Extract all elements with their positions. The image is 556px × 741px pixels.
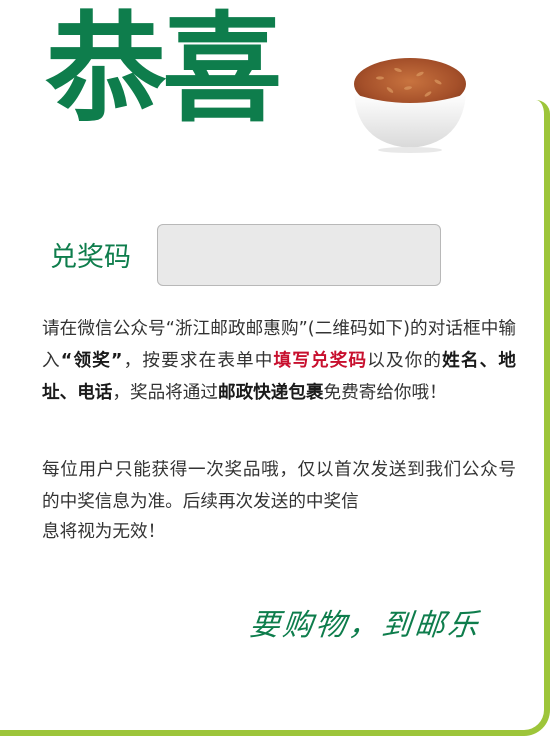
rules-text-2: 息将视为无效！	[42, 522, 166, 542]
instructions-text-5: 免费寄给你哦！	[323, 383, 447, 403]
redeem-code-input[interactable]	[157, 224, 441, 286]
instructions-text-2: ，按要求在表单中	[122, 351, 274, 371]
headline-congrats: 恭喜	[45, 0, 283, 138]
required-fields-highlight: 姓名、地址、电话	[42, 351, 516, 403]
redeem-code-label: 兑奖码	[50, 242, 131, 273]
rules-text-1: 每位用户只能获得一次奖品哦，仅以首次发送到我们公众号的中奖信息为准。后续再次发送…	[42, 460, 516, 512]
instructions-text-3: 以及你的	[367, 351, 443, 371]
card-frame	[0, 100, 550, 736]
fill-code-highlight: 填写兑奖码	[273, 351, 368, 371]
instructions-paragraph: 请在微信公众号“浙江邮政邮惠购”(二维码如下)的对话框中输入“领奖”，按要求在表…	[42, 313, 516, 409]
rules-paragraph: 每位用户只能获得一次奖品哦，仅以首次发送到我们公众号的中奖信息为准。后续再次发送…	[42, 454, 516, 518]
rice-bowl-image	[354, 58, 466, 153]
instructions-text-4: ，奖品将通过	[112, 383, 218, 403]
brand-slogan: 要购物，到邮乐	[247, 608, 483, 643]
instructions-text-1: 请在微信公众号“浙江邮政邮惠购”(二维码如下)的对话框中输入	[42, 319, 516, 371]
postal-parcel-highlight: 邮政快递包裹	[217, 383, 324, 403]
rules-paragraph-end: 息将视为无效！	[42, 516, 516, 548]
keyword-claim-prize: “领奖”	[60, 351, 123, 371]
